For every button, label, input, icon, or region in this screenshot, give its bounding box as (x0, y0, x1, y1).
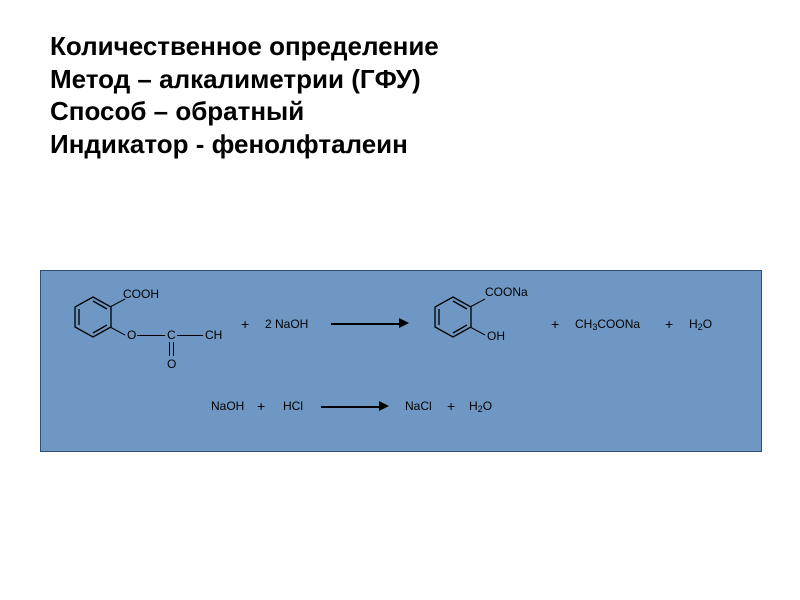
label-naoh: NaOH (211, 399, 244, 413)
label-cooh: COOH (123, 287, 159, 301)
arrow-head-icon (399, 318, 409, 328)
label-coona: COONa (485, 285, 528, 299)
benzene-ring-left (71, 295, 115, 339)
arrow-head-icon (379, 401, 389, 411)
label-h2o-2: H2O (469, 399, 492, 414)
arrow (321, 406, 381, 408)
title-line-3: Способ – обратный (50, 95, 750, 128)
benzene-ring-right (431, 295, 475, 339)
label-ch: CH (205, 328, 222, 342)
title-line-1: Количественное определение (50, 30, 750, 63)
plus-sign: + (551, 316, 559, 332)
bond (173, 342, 174, 356)
label-ch3coona: CH3COONa (575, 317, 640, 332)
plus-sign: + (241, 316, 249, 332)
label-o: O (127, 328, 136, 342)
label-2naoh: 2 NaOH (265, 317, 308, 331)
label-nacl: NaCl (405, 399, 432, 413)
bond (177, 335, 203, 336)
title-block: Количественное определение Метод – алкал… (50, 30, 750, 160)
plus-sign: + (447, 398, 455, 414)
slide: Количественное определение Метод – алкал… (0, 0, 800, 600)
plus-sign: + (665, 316, 673, 332)
title-line-2: Метод – алкалиметрии (ГФУ) (50, 63, 750, 96)
bond (169, 342, 170, 356)
plus-sign: + (257, 398, 265, 414)
label-o2: O (167, 357, 176, 371)
bond (137, 335, 165, 336)
arrow (331, 323, 401, 325)
label-c: C (167, 328, 176, 342)
reaction-panel: COOH O C CH O + 2 NaOH COONa (40, 270, 762, 452)
label-oh: OH (487, 329, 505, 343)
label-hcl: HCl (283, 399, 303, 413)
title-line-4: Индикатор - фенолфталеин (50, 128, 750, 161)
label-h2o: H2O (689, 317, 712, 332)
